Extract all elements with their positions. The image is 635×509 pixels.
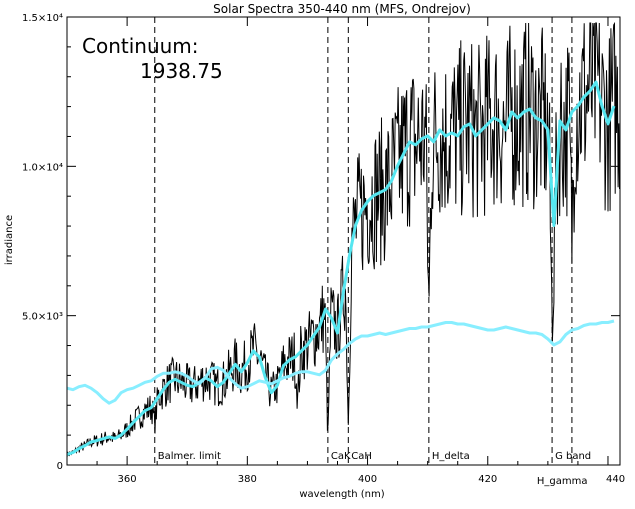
continuum-value: 1938.75 bbox=[140, 59, 223, 83]
y-tick-label: 1.0×10⁴ bbox=[22, 162, 63, 173]
x-tick-label: 400 bbox=[358, 474, 377, 485]
y-tick-label: 0 bbox=[57, 461, 63, 472]
raw-spectrum-line bbox=[66, 21, 620, 458]
axes: 360 380 400 420 440 0 5.0×10³ 1.0×10⁴ 1.5×10⁴ bbox=[22, 13, 625, 485]
x-tick-label: 360 bbox=[118, 474, 137, 485]
plot-frame bbox=[66, 16, 621, 466]
x-axis-label: wavelength (nm) bbox=[299, 489, 384, 500]
marker-label: Balmer. limit bbox=[158, 451, 221, 462]
y-tick-label: 5.0×10³ bbox=[22, 312, 63, 323]
x-tick-label: 440 bbox=[606, 474, 625, 485]
marker-label: H_gamma bbox=[537, 476, 588, 487]
y-axis-label: irradiance bbox=[4, 215, 15, 265]
y-tick-label: 1.5×10⁴ bbox=[22, 13, 63, 24]
series-group bbox=[66, 21, 620, 458]
continuum-line bbox=[66, 319, 615, 405]
continuum-label: Continuum: bbox=[82, 34, 199, 58]
x-tick-label: 380 bbox=[238, 474, 257, 485]
marker-label: CaH bbox=[351, 451, 372, 462]
chart-title: Solar Spectra 350-440 nm (MFS, Ondrejov) bbox=[213, 2, 471, 16]
marker-label: CaK bbox=[331, 451, 351, 462]
marker-lines: Balmer. limit CaK CaH H_delta G band H_gamma bbox=[154, 17, 591, 487]
smoothed-line bbox=[66, 80, 616, 456]
marker-label: H_delta bbox=[432, 451, 470, 462]
marker-label: G band bbox=[555, 451, 591, 462]
x-tick-label: 420 bbox=[478, 474, 497, 485]
